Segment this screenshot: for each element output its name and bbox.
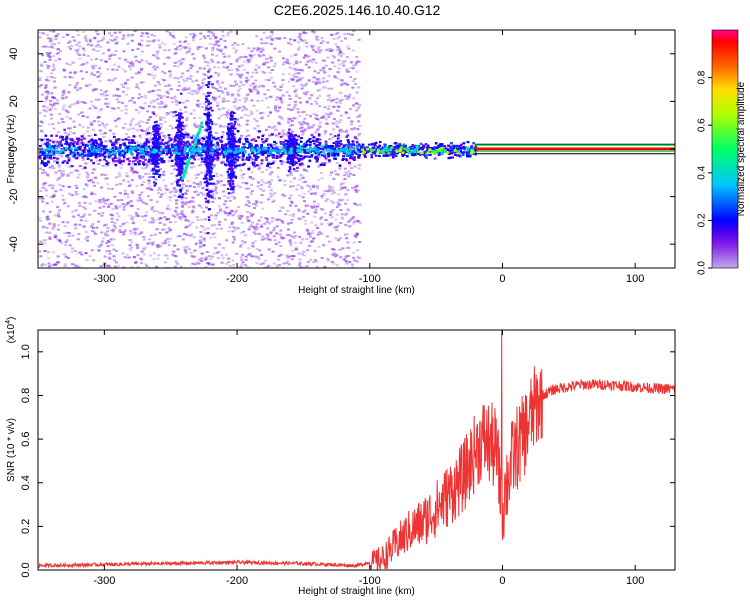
colorbar-tick-label: 0.2: [697, 213, 708, 227]
y-tick-label: 20: [8, 95, 20, 107]
chart-title: C2E6.2025.146.10.40.G12: [273, 2, 441, 18]
x-tick-label: -300: [93, 575, 115, 587]
x-tick-label: 100: [626, 575, 644, 587]
colorbar-tick-label: 0.8: [697, 70, 708, 84]
y-tick-label: 1.0: [20, 344, 32, 359]
scale-label: (x104): [5, 317, 17, 344]
snr-frame: [37, 329, 676, 571]
x-tick-label: -300: [93, 273, 115, 285]
y-tick-label: -20: [8, 189, 20, 205]
x-axis-label: Height of straight line (km): [298, 586, 415, 597]
x-tick-label: -100: [359, 575, 381, 587]
y-tick-label: 0.0: [20, 562, 32, 577]
x-tick-label: -100: [359, 273, 381, 285]
colorbar-label: Normalized spectral amplitude: [736, 81, 747, 216]
y-tick-label: 40: [8, 48, 20, 60]
x-tick-label: 100: [626, 273, 644, 285]
colorbar-tick-label: 0.0: [697, 261, 708, 275]
x-tick-label: 0: [499, 575, 505, 587]
snr-series-line: [38, 330, 675, 570]
y-axis-label: SNR (10 * v/v): [6, 418, 17, 482]
y-tick-label: -40: [8, 236, 20, 252]
y-tick-label: 0.8: [20, 388, 32, 403]
snr-series-group: [38, 330, 675, 570]
x-tick-label: 0: [499, 273, 505, 285]
spectrogram-heatmap: [38, 30, 675, 268]
colorbar-tick-label: 0.6: [697, 118, 708, 132]
colorbar: 0.0 0.2 0.4 0.6 0.8 Normalized spectral ampli…: [697, 29, 747, 275]
x-tick-label: -200: [226, 575, 248, 587]
colorbar-gradient: [711, 29, 739, 269]
tone-core: [475, 147, 675, 151]
y-axis-label: Frequency (Hz): [6, 115, 17, 184]
snr-plot: -300 -200 -100 0 100 0.0 0.2 0.4 0.6 0.8 1.0 Height…: [5, 317, 676, 597]
y-tick-label: 0: [8, 146, 20, 152]
x-axis-label: Height of straight line (km): [298, 285, 415, 296]
x-tick-label: -200: [226, 273, 248, 285]
colorbar-tick-label: 0.4: [697, 165, 708, 179]
y-tick-label: 0.6: [20, 431, 32, 446]
y-tick-label: 0.2: [20, 519, 32, 534]
y-tick-label: 0.4: [20, 475, 32, 490]
